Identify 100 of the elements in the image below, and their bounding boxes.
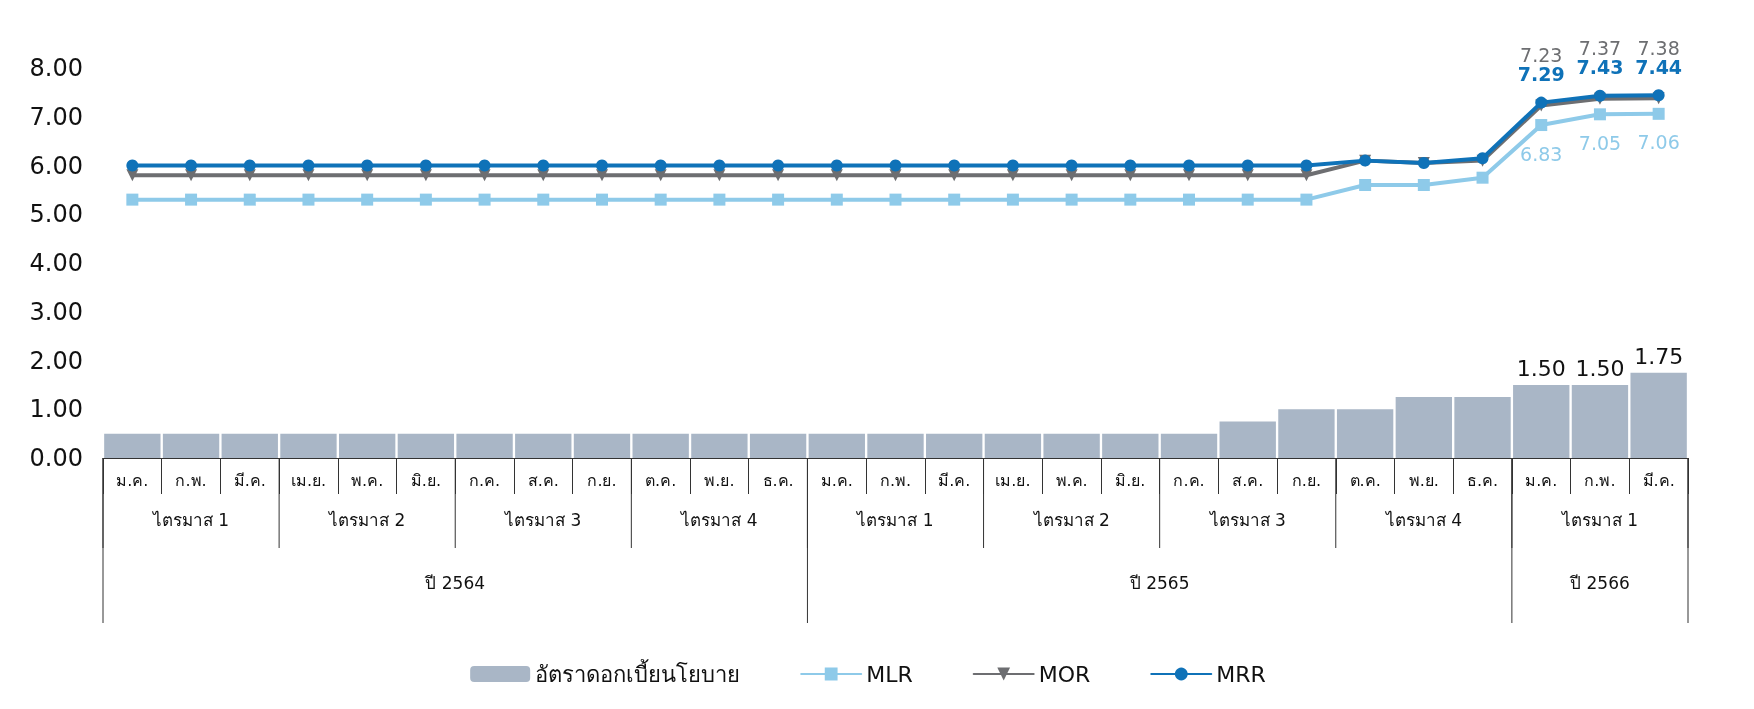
x-tick-label: ส.ค.: [1232, 470, 1264, 490]
bar: [691, 433, 748, 458]
point: [654, 193, 667, 206]
text: ปี 2566: [1569, 573, 1630, 593]
bar: [1454, 397, 1511, 458]
bar: [632, 433, 689, 458]
text: ปี 2565: [1128, 573, 1190, 593]
legend-label: MLR: [866, 661, 913, 687]
x-tick-label: ม.ค.: [1525, 470, 1558, 490]
x-tick-label: ก.พ.: [879, 470, 912, 490]
data-label: 1.75: [1634, 344, 1684, 370]
text: ไตรมาส 2: [1031, 510, 1110, 530]
y-tick-label: 0.00: [29, 444, 83, 472]
x-tick-label: เม.ย.: [995, 470, 1031, 490]
bar: [338, 433, 396, 458]
point: [654, 159, 667, 172]
x-tick-label: ธ.ค.: [762, 470, 794, 490]
point: [537, 193, 550, 206]
point: [1241, 159, 1254, 172]
bar: [926, 433, 983, 458]
point: [1124, 159, 1137, 172]
x-tick-label: พ.ย.: [704, 470, 735, 490]
x-tick-label: พ.ค.: [1055, 470, 1088, 490]
point: [243, 193, 256, 206]
bar: [397, 433, 455, 458]
y-tick-label: 2.00: [29, 346, 83, 375]
text: ไตรมาส 1: [1559, 510, 1639, 530]
text: ไตรมาส 4: [1383, 510, 1462, 530]
text: ไตรมาส 4: [679, 510, 758, 530]
legend-label: MOR: [1038, 661, 1091, 687]
text: ไตรมาส 2: [327, 510, 406, 530]
x-tick-label: ก.ค.: [468, 470, 501, 490]
text: ไตรมาส 1: [855, 510, 934, 530]
bar: [984, 433, 1042, 458]
point: [1359, 179, 1372, 191]
point: [830, 159, 843, 172]
x-tick-label: ต.ค.: [1349, 470, 1381, 490]
y-tick-label: 6.00: [29, 151, 83, 180]
bar: [280, 433, 337, 458]
bar: [867, 433, 924, 458]
bar: [515, 433, 572, 458]
y-tick-label: 5.00: [29, 200, 83, 229]
point: [948, 159, 961, 172]
x-tick-label: ก.ย.: [1291, 470, 1322, 490]
data-label: 1.50: [1575, 356, 1625, 382]
bar: [1278, 409, 1335, 458]
x-tick-label: มิ.ย.: [410, 470, 441, 490]
point: [361, 159, 374, 172]
x-tick-label: มิ.ย.: [1115, 470, 1146, 490]
x-tick-label: เม.ย.: [290, 470, 327, 490]
point: [1417, 179, 1430, 191]
point: [1006, 193, 1019, 206]
bar: [1219, 421, 1276, 458]
x-tick-label: ต.ค.: [645, 470, 677, 490]
point: [1300, 159, 1313, 172]
data-label: 7.05: [1578, 131, 1622, 154]
x-tick-label: ม.ค.: [116, 470, 149, 490]
point: [1652, 107, 1665, 120]
point: [361, 193, 374, 206]
point: [1241, 193, 1254, 206]
bar: [1160, 433, 1218, 458]
bar: [104, 433, 161, 458]
x-tick-label: ก.พ.: [175, 470, 207, 490]
y-tick-label: 4.00: [29, 249, 83, 277]
point: [537, 159, 550, 172]
x-tick-label: ส.ค.: [527, 470, 559, 490]
x-tick-label: มี.ค.: [233, 470, 266, 490]
text: ไตรมาส 3: [503, 510, 582, 530]
x-tick-label: ธ.ค.: [1466, 470, 1499, 490]
point: [243, 159, 256, 172]
x-tick-label: ก.ค.: [1173, 470, 1205, 490]
point: [595, 193, 608, 206]
point: [302, 159, 315, 172]
bar: [456, 433, 513, 458]
bar: [1630, 372, 1687, 458]
x-tick-label: ก.ย.: [587, 470, 617, 490]
data-label: 6.83: [1520, 142, 1563, 165]
bar: [1571, 384, 1629, 458]
y-tick-label: 1.00: [29, 395, 83, 424]
bar: [221, 433, 278, 458]
y-tick-label: 7.00: [29, 102, 83, 131]
x-tick-label: มี.ค.: [938, 470, 971, 490]
bar: [1043, 433, 1100, 458]
point: [1065, 193, 1078, 206]
x-tick-label: พ.ค.: [351, 470, 384, 490]
x-tick-label: พ.ย.: [1408, 470, 1439, 490]
point: [889, 193, 902, 206]
point: [1183, 193, 1196, 206]
point: [302, 193, 315, 206]
point: [713, 159, 726, 172]
text: ไตรมาส 1: [150, 510, 230, 530]
point: [185, 193, 198, 206]
bar: [573, 433, 631, 458]
point: [1124, 193, 1137, 206]
bar: [1102, 433, 1159, 458]
point: [185, 159, 198, 172]
legend-label: อัตราดอกเบี้ยนโยบาย: [535, 658, 741, 687]
point: [1476, 171, 1489, 184]
text: ไตรมาส 3: [1207, 510, 1286, 530]
point: [478, 193, 491, 206]
